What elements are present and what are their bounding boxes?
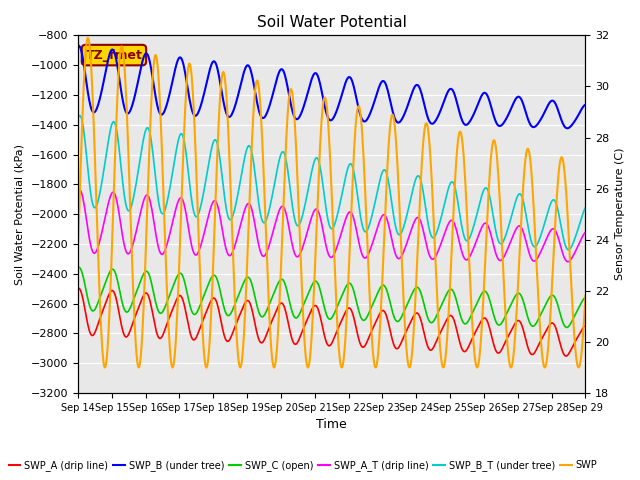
Text: TZ_fmet: TZ_fmet [86, 48, 142, 61]
Title: Soil Water Potential: Soil Water Potential [257, 15, 406, 30]
Legend: SWP_A (drip line), SWP_B (under tree), SWP_C (open), SWP_A_T (drip line), SWP_B_: SWP_A (drip line), SWP_B (under tree), S… [5, 456, 601, 475]
Y-axis label: Sensor Temperature (C): Sensor Temperature (C) [615, 148, 625, 280]
Y-axis label: Soil Water Potential (kPa): Soil Water Potential (kPa) [15, 144, 25, 285]
X-axis label: Time: Time [316, 419, 347, 432]
